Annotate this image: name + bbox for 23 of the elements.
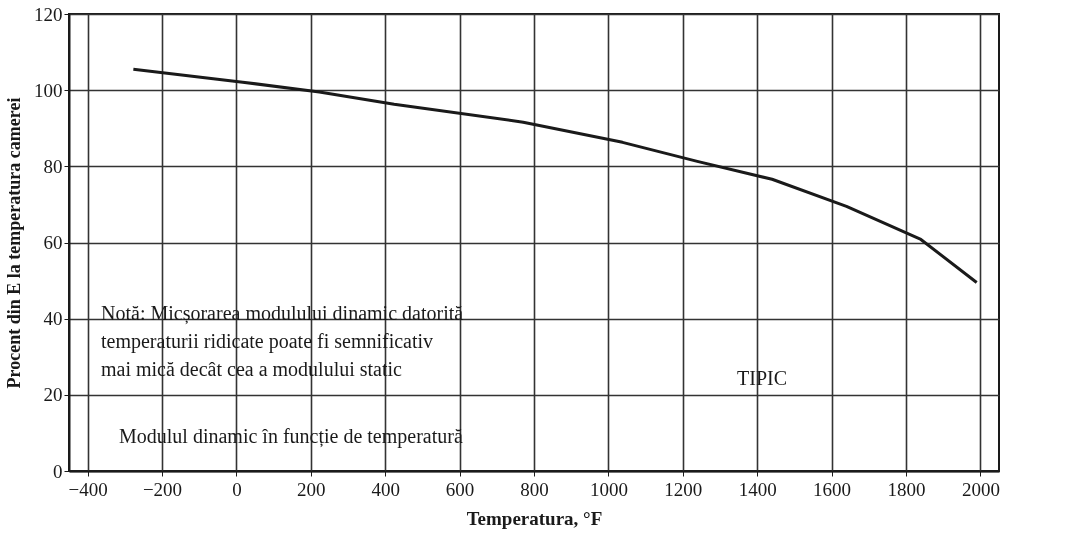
y-axis-title: Procent din E la temperatura camerei bbox=[4, 97, 24, 389]
x-tick-label: 2000 bbox=[961, 478, 1000, 500]
y-tick-label: 20 bbox=[43, 384, 63, 406]
x-tick-label: 1400 bbox=[738, 478, 777, 500]
x-tick-label: 1200 bbox=[664, 478, 703, 500]
x-tick-label: 400 bbox=[371, 478, 400, 500]
y-tick-label: 80 bbox=[43, 155, 63, 177]
x-axis-title: Temperatura, °F bbox=[466, 507, 603, 529]
x-tick-label: −200 bbox=[142, 478, 183, 500]
x-tick-label: 800 bbox=[520, 478, 549, 500]
line-series bbox=[131, 67, 979, 284]
x-tick-label: 0 bbox=[232, 478, 242, 500]
x-tick-label: 600 bbox=[445, 478, 475, 500]
x-tick-label: −400 bbox=[68, 478, 108, 500]
y-tick-label: 60 bbox=[43, 232, 63, 253]
x-tick-label: 1000 bbox=[589, 478, 628, 500]
y-tick-label: 40 bbox=[43, 308, 63, 330]
x-tick-label: 200 bbox=[297, 478, 326, 500]
y-tick-label: 0 bbox=[53, 460, 63, 482]
x-tick-label: 1600 bbox=[813, 478, 852, 500]
y-tick-label: 100 bbox=[34, 79, 63, 101]
x-tick-label: 1800 bbox=[887, 478, 926, 500]
y-tick-label: 120 bbox=[34, 3, 63, 25]
